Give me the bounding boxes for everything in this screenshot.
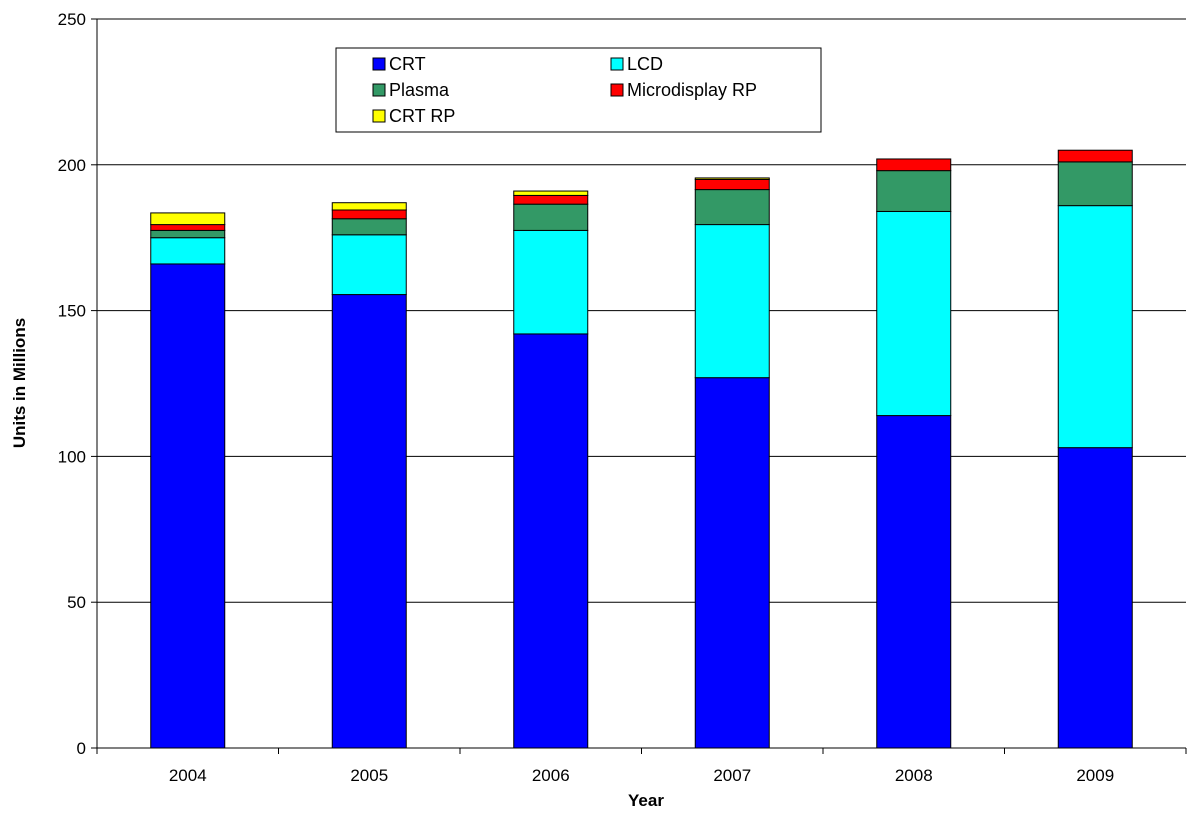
- legend-label: LCD: [627, 54, 663, 74]
- bar-segment-microdisplay-rp: [876, 158, 952, 172]
- legend-label: CRT: [389, 54, 426, 74]
- bar-segment-microdisplay-rp: [513, 194, 589, 205]
- bar-segment-plasma: [513, 203, 589, 231]
- legend-box: [335, 47, 822, 133]
- bar-segment-lcd: [150, 237, 226, 265]
- bar-segment-lcd: [513, 229, 589, 335]
- bar-segment-crt: [1057, 447, 1133, 749]
- bar-segment-lcd: [1057, 205, 1133, 449]
- bar-segment-lcd: [694, 224, 770, 379]
- legend: CRT LCD Plasma Microdisplay RP CRT RP: [335, 47, 822, 133]
- bar-segment-lcd: [331, 234, 407, 296]
- bar-segment-plasma: [331, 218, 407, 236]
- legend-swatch: [372, 57, 386, 71]
- legend-label: CRT RP: [389, 106, 455, 126]
- legend-swatch: [372, 109, 386, 123]
- bar-segment-plasma: [694, 189, 770, 226]
- bar-segment-plasma: [876, 170, 952, 212]
- x-axis-title: Year: [628, 791, 664, 810]
- y-axis-title: Units in Millions: [10, 318, 29, 448]
- gridlines: [97, 18, 1186, 603]
- bar-segment-crt-rp: [331, 202, 407, 211]
- x-tick-label: 2008: [895, 766, 933, 785]
- legend-swatch: [610, 57, 624, 71]
- x-tick-label: 2009: [1076, 766, 1114, 785]
- y-tick-label: 200: [58, 156, 86, 175]
- y-tick-label: 50: [67, 593, 86, 612]
- legend-label: Microdisplay RP: [627, 80, 757, 100]
- bar-segment-microdisplay-rp: [331, 209, 407, 220]
- x-tick-label: 2006: [532, 766, 570, 785]
- bar-segment-plasma: [1057, 161, 1133, 207]
- bar-segment-microdisplay-rp: [1057, 149, 1133, 163]
- x-tick-label: 2004: [169, 766, 207, 785]
- bar-segment-microdisplay-rp: [694, 178, 770, 191]
- bar-segment-plasma: [150, 229, 226, 239]
- bars: [150, 149, 1133, 749]
- legend-label: Plasma: [389, 80, 450, 100]
- bar-segment-crt-rp: [694, 177, 770, 180]
- y-tick-label: 150: [58, 302, 86, 321]
- bar-segment-crt: [150, 263, 226, 749]
- bar-segment-crt: [331, 294, 407, 749]
- y-tick-label: 250: [58, 10, 86, 29]
- bar-segment-crt-rp: [513, 190, 589, 196]
- x-axis-ticks: 2004 2005 2006 2007 2008 2009: [96, 748, 1187, 785]
- bar-segment-crt: [694, 377, 770, 749]
- y-tick-label: 100: [58, 447, 86, 466]
- x-tick-label: 2005: [350, 766, 388, 785]
- legend-swatch: [372, 83, 386, 97]
- bar-segment-crt-rp: [150, 212, 226, 226]
- bar-segment-lcd: [876, 210, 952, 417]
- bar-segment-crt: [513, 333, 589, 749]
- y-axis-ticks: 0 50 100 150 200 250: [58, 10, 97, 758]
- legend-swatch: [610, 83, 624, 97]
- bar-segment-microdisplay-rp: [150, 224, 226, 231]
- bar-segment-crt: [876, 415, 952, 749]
- x-tick-label: 2007: [713, 766, 751, 785]
- y-tick-label: 0: [77, 739, 86, 758]
